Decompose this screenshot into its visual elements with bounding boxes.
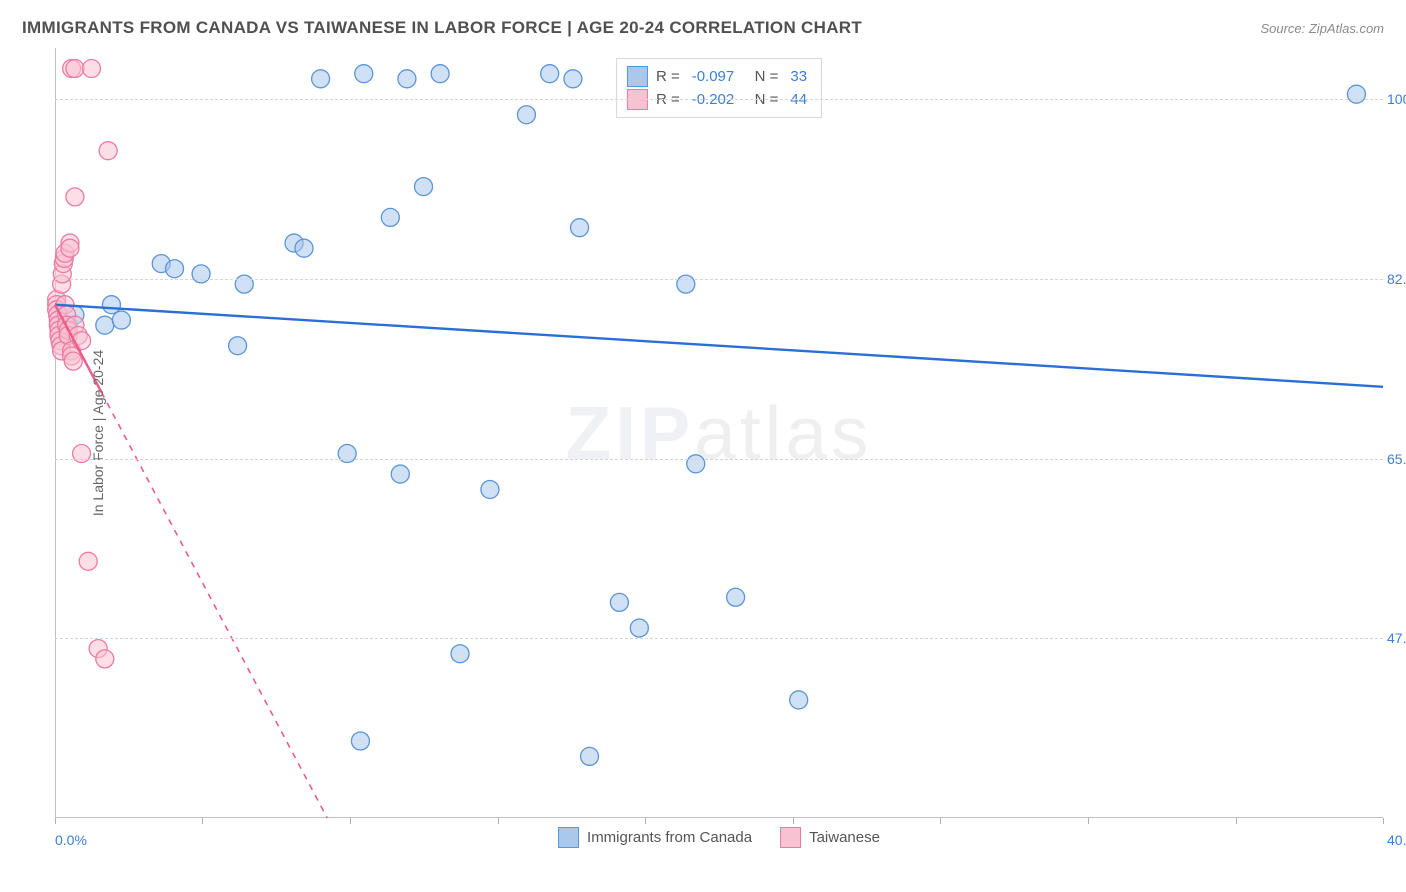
data-point-blue — [338, 445, 356, 463]
chart-source: Source: ZipAtlas.com — [1260, 21, 1384, 36]
series-legend: Immigrants from Canada Taiwanese — [558, 827, 880, 848]
data-point-blue — [415, 178, 433, 196]
data-point-blue — [351, 732, 369, 750]
regression-line-pink-dashed — [101, 392, 327, 818]
x-tick — [498, 818, 499, 824]
data-point-blue — [102, 296, 120, 314]
x-tick — [793, 818, 794, 824]
x-tick — [940, 818, 941, 824]
data-point-blue — [192, 265, 210, 283]
chart-title: IMMIGRANTS FROM CANADA VS TAIWANESE IN L… — [22, 18, 862, 38]
data-point-blue — [166, 260, 184, 278]
data-point-pink — [64, 352, 82, 370]
y-tick-label: 47.5% — [1387, 630, 1406, 646]
data-point-blue — [790, 691, 808, 709]
data-point-blue — [112, 311, 130, 329]
x-tick — [55, 818, 56, 824]
regression-line-blue-solid — [55, 305, 1383, 387]
data-point-blue — [610, 593, 628, 611]
gridline-h — [55, 279, 1383, 280]
legend-item: Immigrants from Canada — [558, 827, 752, 848]
data-point-pink — [83, 60, 101, 78]
legend-item: Taiwanese — [780, 827, 880, 848]
data-point-blue — [381, 208, 399, 226]
data-point-pink — [66, 188, 84, 206]
y-tick-label: 82.5% — [1387, 271, 1406, 287]
y-tick-label: 100.0% — [1387, 91, 1406, 107]
n-label: N = — [746, 68, 778, 85]
scatter-chart — [55, 48, 1383, 818]
x-tick — [1383, 818, 1384, 824]
x-tick — [350, 818, 351, 824]
r-value: -0.097 — [688, 68, 739, 85]
gridline-h — [55, 459, 1383, 460]
data-point-blue — [581, 747, 599, 765]
data-point-pink — [96, 650, 114, 668]
data-point-blue — [391, 465, 409, 483]
data-point-pink — [66, 60, 84, 78]
data-point-blue — [564, 70, 582, 88]
data-point-blue — [677, 275, 695, 293]
chart-header: IMMIGRANTS FROM CANADA VS TAIWANESE IN L… — [22, 18, 1384, 38]
correlation-legend: R =-0.097 N =33R =-0.202 N =44 — [616, 58, 822, 118]
data-point-pink — [61, 239, 79, 257]
data-point-blue — [398, 70, 416, 88]
data-point-blue — [517, 106, 535, 124]
data-point-blue — [312, 70, 330, 88]
data-point-blue — [235, 275, 253, 293]
data-point-pink — [79, 552, 97, 570]
data-point-blue — [481, 480, 499, 498]
data-point-pink — [73, 445, 91, 463]
legend-label: Taiwanese — [809, 829, 880, 846]
r-label: R = — [656, 68, 680, 85]
n-value: 33 — [786, 68, 811, 85]
data-point-blue — [687, 455, 705, 473]
data-point-blue — [541, 65, 559, 83]
data-point-blue — [451, 645, 469, 663]
data-point-blue — [431, 65, 449, 83]
y-axis-title: In Labor Force | Age 20-24 — [90, 350, 106, 516]
plot-area: ZIPatlas In Labor Force | Age 20-24 R =-… — [55, 48, 1383, 818]
legend-label: Immigrants from Canada — [587, 829, 752, 846]
correlation-legend-row: R = -0.097 N = 33 — [627, 65, 811, 88]
legend-swatch-blue — [558, 827, 579, 848]
data-point-blue — [1347, 85, 1365, 103]
data-point-blue — [355, 65, 373, 83]
data-point-blue — [571, 219, 589, 237]
data-point-pink — [99, 142, 117, 160]
data-point-blue — [229, 337, 247, 355]
legend-swatch-blue — [627, 66, 648, 87]
gridline-h — [55, 638, 1383, 639]
x-tick — [645, 818, 646, 824]
data-point-blue — [96, 316, 114, 334]
y-tick-label: 65.0% — [1387, 451, 1406, 467]
legend-swatch-pink — [780, 827, 801, 848]
data-point-blue — [295, 239, 313, 257]
x-tick — [202, 818, 203, 824]
data-point-blue — [630, 619, 648, 637]
x-max-label: 40.0% — [1387, 832, 1406, 848]
x-tick — [1236, 818, 1237, 824]
gridline-h — [55, 99, 1383, 100]
x-min-label: 0.0% — [55, 832, 87, 848]
x-tick — [1088, 818, 1089, 824]
data-point-blue — [727, 588, 745, 606]
